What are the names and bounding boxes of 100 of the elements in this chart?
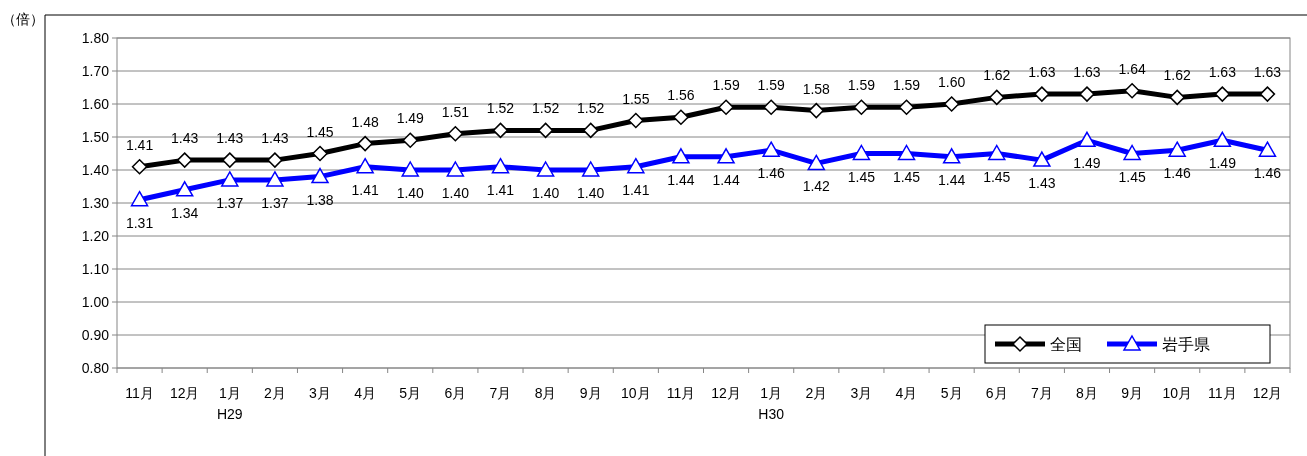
point (988, 144, 1006, 161)
x-tick-label: 8月 (534, 385, 557, 401)
x-tick-label: 2月 (805, 385, 828, 401)
x-tick-label: 8月 (1076, 385, 1098, 401)
data-label: 1.45 (983, 168, 1011, 185)
x-tick-label: 6月 (444, 385, 467, 401)
x-tick-label: 7月 (489, 385, 512, 401)
data-label: 1.62 (1163, 67, 1192, 84)
point (898, 99, 915, 116)
point (1213, 131, 1232, 148)
point (673, 109, 689, 125)
data-label: 1.43 (171, 130, 199, 147)
point (672, 148, 690, 164)
point (627, 157, 645, 174)
data-label: 1.43 (1028, 175, 1056, 192)
point (356, 157, 374, 174)
point (537, 122, 554, 139)
data-label: 1.49 (1073, 155, 1101, 172)
x-tick-label: 7月 (1030, 385, 1053, 401)
y-tick-label: 0.80 (81, 360, 110, 376)
data-label: 1.63 (1028, 64, 1056, 81)
data-label: 1.59 (892, 77, 921, 94)
data-label: 1.42 (802, 178, 831, 195)
x-tick-label: 2月 (264, 385, 286, 401)
data-label: 1.45 (1118, 168, 1146, 185)
point (1168, 141, 1186, 157)
x-tick-label: 11月 (125, 385, 154, 401)
data-label: 1.59 (847, 77, 876, 94)
point (401, 161, 419, 177)
x-tick-label: 3月 (309, 385, 331, 401)
point (1079, 86, 1095, 102)
x-tick-label: 4月 (895, 385, 918, 401)
y-tick-label: 1.40 (81, 162, 110, 178)
data-label: 1.41 (486, 181, 515, 198)
point (536, 161, 555, 177)
data-label: 1.62 (983, 67, 1011, 84)
x-tick-label: 10月 (621, 385, 651, 401)
point (808, 102, 825, 119)
data-label: 1.37 (261, 194, 289, 211)
data-label: 1.34 (171, 204, 199, 221)
point (897, 144, 916, 161)
y-tick-label: 1.70 (81, 63, 110, 79)
point (762, 141, 780, 157)
data-label: 1.46 (1163, 165, 1192, 182)
data-label: 1.52 (486, 100, 515, 117)
data-label: 1.45 (892, 168, 921, 185)
x-tick-label: 1月 H29 (216, 385, 243, 422)
point (131, 158, 148, 175)
point (1034, 86, 1050, 102)
data-label: 1.55 (622, 90, 650, 107)
point (446, 161, 465, 177)
y-tick-label: 1.60 (81, 96, 110, 112)
point (491, 157, 510, 174)
point (763, 99, 779, 116)
y-tick-label: 1.20 (81, 228, 110, 244)
x-tick-label: 6月 (985, 385, 1008, 401)
data-label: 1.49 (396, 110, 425, 127)
data-label: 1.37 (216, 194, 244, 211)
data-label: 1.45 (306, 123, 334, 140)
point (1033, 151, 1051, 167)
data-label: 1.31 (125, 214, 154, 231)
point (402, 132, 418, 149)
y-tick-label: 1.80 (81, 30, 110, 46)
x-tick-label: 5月 (940, 385, 963, 401)
point (1123, 144, 1141, 161)
point (717, 148, 735, 164)
data-label: 1.43 (216, 130, 244, 147)
data-label: 1.40 (577, 185, 605, 201)
x-tick-label: 10月 (1162, 385, 1192, 401)
data-label: 1.49 (1208, 155, 1237, 172)
point (942, 148, 961, 164)
point (447, 125, 464, 142)
data-label: 1.63 (1073, 64, 1101, 81)
y-tick-label: 0.90 (81, 327, 110, 343)
data-label: 1.56 (667, 87, 695, 104)
x-tick-label: 9月 (1121, 385, 1143, 401)
point (582, 122, 599, 139)
data-label: 1.43 (261, 130, 289, 147)
point (1124, 83, 1140, 99)
x-tick-label: 11月 (666, 385, 696, 401)
point (312, 145, 328, 162)
x-tick-label: 1月 H30 (758, 385, 785, 422)
y-tick-label: 1.50 (81, 129, 110, 145)
point (311, 167, 329, 184)
point (222, 152, 238, 168)
data-label: 1.40 (396, 185, 425, 201)
point (989, 89, 1005, 106)
point (175, 181, 194, 197)
point (1214, 86, 1231, 102)
point (266, 171, 284, 187)
data-label: 1.46 (1253, 165, 1282, 182)
data-label: 1.41 (351, 181, 379, 198)
data-label: 1.63 (1208, 64, 1237, 81)
data-label: 1.64 (1118, 60, 1146, 77)
x-tick-label: 12月 (1252, 385, 1283, 401)
data-label: 1.41 (622, 181, 650, 198)
data-label: 1.59 (712, 77, 740, 94)
data-label: 1.51 (441, 103, 470, 120)
x-tick-label: 12月 (169, 385, 200, 401)
data-label: 1.44 (667, 171, 695, 188)
